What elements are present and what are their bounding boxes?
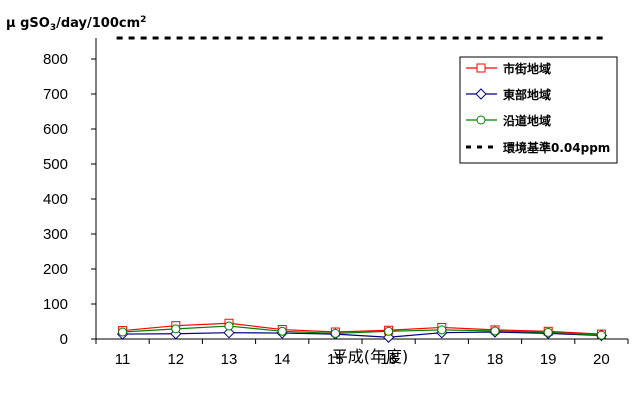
legend-box [459, 56, 618, 164]
data-point [277, 326, 287, 336]
data-point [475, 88, 487, 100]
data-point [490, 326, 500, 336]
data-point [330, 328, 340, 338]
y-ticks: 0 100 200 300 400 500 600 700 800 [43, 51, 96, 348]
y-tick-label: 300 [43, 226, 68, 243]
x-tick-label: 19 [540, 351, 557, 368]
y-axis-label-sub: 3 [50, 23, 56, 33]
y-tick-label: 0 [60, 331, 68, 348]
svg-text:μ gSO3/day/100cm2: μ gSO3/day/100cm2 [6, 15, 146, 33]
data-point [543, 327, 553, 337]
x-tick-label: 18 [487, 351, 504, 368]
x-ticks: 11 12 13 14 15 16 17 18 19 20 [95, 339, 629, 368]
x-axis-label: 平成(年度) [332, 347, 409, 366]
series-line [122, 325, 602, 336]
y-tick-label: 400 [43, 191, 68, 208]
y-axis-label-main: μ gSO [6, 16, 50, 31]
data-point [171, 324, 181, 334]
y-tick-label: 600 [43, 121, 68, 138]
series-line [122, 331, 602, 338]
data-point [118, 327, 128, 337]
y-tick-label: 800 [43, 51, 68, 68]
y-tick-label: 500 [43, 156, 68, 173]
legend-label: 東部地域 [503, 87, 551, 102]
data-point [476, 63, 486, 73]
y-tick-label: 200 [43, 261, 68, 278]
x-tick-label: 20 [593, 351, 610, 368]
x-tick-label: 11 [115, 351, 131, 368]
series-group [116, 318, 608, 343]
y-tick-label: 100 [43, 296, 68, 313]
series-line [122, 322, 602, 335]
legend-label: 環境基準0.04ppm [503, 140, 610, 155]
y-tick-label: 700 [43, 86, 68, 103]
data-point [596, 330, 606, 340]
data-point [384, 326, 394, 336]
legend-label: 市街地域 [503, 61, 551, 76]
x-tick-label: 17 [433, 351, 450, 368]
data-point [437, 325, 447, 335]
legend-label: 沿道地域 [502, 113, 551, 128]
x-tick-label: 12 [167, 351, 184, 368]
y-axis-label: μ gSO3/day/100cm2 [6, 15, 146, 33]
y-axis-label-tail: /day/100cm [56, 16, 140, 31]
data-point [476, 115, 486, 125]
x-tick-label: 14 [274, 351, 291, 368]
x-tick-label: 13 [221, 351, 238, 368]
y-axis-label-sup: 2 [140, 15, 146, 25]
series-3 [118, 321, 606, 340]
data-point [224, 321, 234, 331]
data-point [223, 326, 235, 339]
x-tick-label: 15 [327, 351, 344, 368]
x-tick-label: 16 [380, 351, 397, 368]
